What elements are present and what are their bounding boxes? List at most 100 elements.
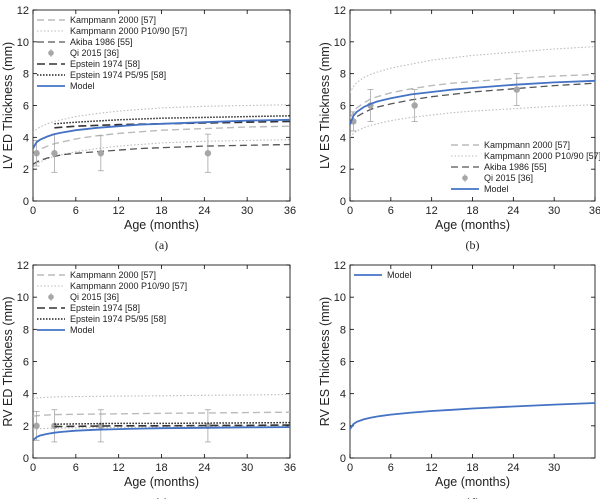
x-axis-label: Age (months) xyxy=(435,218,510,232)
series-line xyxy=(33,411,290,417)
series-line xyxy=(54,120,290,129)
y-axis-label: RV ED Thickness (mm) xyxy=(1,296,15,426)
legend-entry: Qi 2015 [36] xyxy=(70,292,119,302)
legend-entry: Model xyxy=(387,270,412,280)
x-tick-label: 12 xyxy=(426,205,438,217)
y-tick-label: 8 xyxy=(23,69,29,81)
x-tick-label: 30 xyxy=(548,462,560,474)
y-axis-label: LV ED Thickness (mm) xyxy=(1,42,15,169)
y-tick-label: 6 xyxy=(23,357,29,369)
series-line xyxy=(33,125,290,156)
x-tick-label: 0 xyxy=(30,205,36,217)
y-tick-label: 6 xyxy=(340,101,346,113)
data-point xyxy=(33,422,40,430)
series-line xyxy=(33,393,290,400)
x-tick-label: 24 xyxy=(507,462,519,474)
legend: Kampmann 2000 [57]Kampmann 2000 P10/90 [… xyxy=(37,15,187,91)
plot-frame xyxy=(349,264,596,459)
series-line xyxy=(350,104,595,138)
y-tick-label: 4 xyxy=(340,132,346,144)
legend-entry: Qi 2015 [36] xyxy=(70,48,119,58)
series-line xyxy=(350,46,595,94)
y-tick-label: 6 xyxy=(23,101,29,113)
x-tick-label: 12 xyxy=(113,462,125,474)
legend-entry: Kampmann 2000 P10/90 [57] xyxy=(70,281,187,291)
y-tick-label: 12 xyxy=(334,5,346,17)
data-point xyxy=(513,86,520,93)
data-area xyxy=(350,46,595,138)
series-line xyxy=(350,402,595,430)
y-axis-label: RV ES Thickness (mm) xyxy=(318,297,332,426)
x-tick-label: 12 xyxy=(426,462,438,474)
series-line xyxy=(350,82,595,125)
y-tick-label: 2 xyxy=(23,164,29,176)
y-tick-label: 2 xyxy=(23,421,29,433)
legend-swatch xyxy=(48,50,54,56)
legend-entry: Model xyxy=(70,325,95,335)
panel-label: (c) xyxy=(155,495,168,499)
data-point xyxy=(33,150,40,157)
x-tick-label: 0 xyxy=(30,462,36,474)
y-tick-label: 8 xyxy=(23,324,29,336)
series-line xyxy=(33,104,290,134)
data-point xyxy=(204,150,212,157)
y-tick-label: 12 xyxy=(334,260,346,272)
x-tick-label: 24 xyxy=(507,205,519,217)
legend: Kampmann 2000 [57]Kampmann 2000 P10/90 [… xyxy=(37,270,187,335)
y-tick-label: 10 xyxy=(334,37,346,49)
legend-entry: Model xyxy=(484,184,509,194)
legend-entry: Kampmann 2000 [57] xyxy=(70,270,156,280)
legend-entry: Akiba 1986 [55] xyxy=(70,37,133,47)
y-axis-label: LV ES Thickness (mm) xyxy=(318,42,332,169)
panel-label: (b) xyxy=(466,238,480,252)
series-line xyxy=(33,426,290,441)
legend-entry: Epstein 1974 P5/95 [58] xyxy=(70,314,166,324)
data-area xyxy=(33,393,290,443)
y-tick-label: 12 xyxy=(17,5,29,17)
legend-entry: Epstein 1974 P5/95 [58] xyxy=(70,70,166,80)
x-tick-label: 6 xyxy=(73,205,79,217)
y-tick-label: 12 xyxy=(17,260,29,272)
y-tick-label: 0 xyxy=(340,196,346,208)
x-tick-label: 36 xyxy=(589,205,600,217)
legend-entry: Kampmann 2000 P10/90 [57] xyxy=(484,151,600,161)
x-axis-label: Age (months) xyxy=(124,475,199,489)
x-tick-label: 0 xyxy=(347,205,353,217)
y-tick-label: 0 xyxy=(340,453,346,465)
x-tick-label: 30 xyxy=(548,205,560,217)
x-tick-label: 6 xyxy=(388,205,394,217)
plot-frame xyxy=(349,9,596,202)
y-tick-label: 10 xyxy=(17,292,29,304)
x-axis-label: Age (months) xyxy=(435,475,510,489)
y-tick-label: 4 xyxy=(23,132,29,144)
x-tick-label: 30 xyxy=(241,462,253,474)
y-tick-label: 4 xyxy=(23,389,29,401)
data-point xyxy=(97,150,105,157)
legend-entry: Akiba 1986 [55] xyxy=(484,162,547,172)
y-tick-label: 10 xyxy=(17,37,29,49)
series-line xyxy=(54,115,290,125)
legend-entry: Model xyxy=(70,81,95,91)
x-tick-label: 6 xyxy=(73,462,79,474)
x-tick-label: 18 xyxy=(466,205,478,217)
y-tick-label: 8 xyxy=(340,324,346,336)
x-tick-label: 24 xyxy=(198,462,210,474)
series-line xyxy=(33,139,290,169)
legend-entry: Epstein 1974 [58] xyxy=(70,59,140,69)
legend: Model xyxy=(354,270,412,280)
legend-entry: Epstein 1974 [58] xyxy=(70,303,140,313)
x-tick-label: 36 xyxy=(284,205,296,217)
series-line xyxy=(54,421,290,425)
series-line xyxy=(350,73,595,119)
y-tick-label: 10 xyxy=(334,292,346,304)
x-tick-label: 18 xyxy=(155,462,167,474)
series-line xyxy=(54,424,290,428)
panel-label: (a) xyxy=(155,238,168,252)
legend-entry: Qi 2015 [36] xyxy=(484,173,533,183)
x-tick-label: 30 xyxy=(241,205,253,217)
legend-entry: Kampmann 2000 [57] xyxy=(70,15,156,25)
